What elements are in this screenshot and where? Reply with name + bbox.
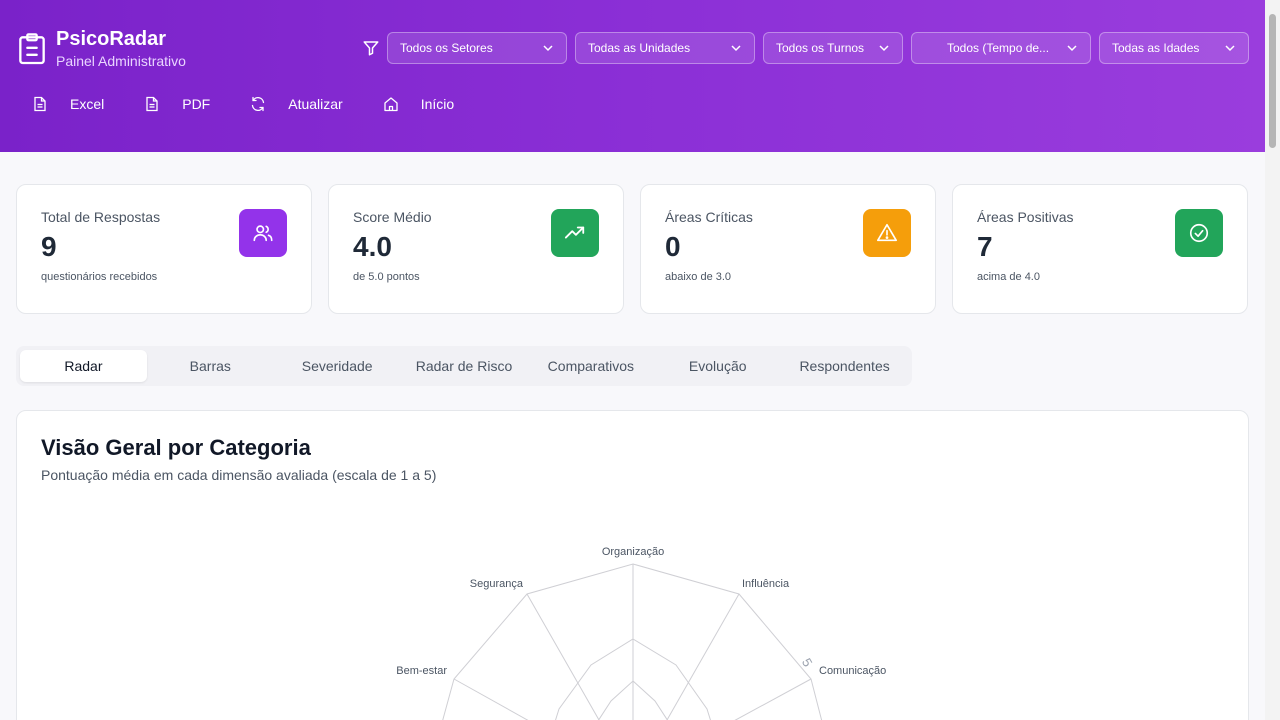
refresh-label: Atualizar [288,96,343,112]
panel-title: Visão Geral por Categoria [41,435,311,460]
check-circle-icon [1175,209,1223,257]
refresh-button[interactable]: Atualizar [250,96,343,112]
tab-comparativos[interactable]: Comparativos [547,358,635,374]
radar-tick-label: 5 [799,656,816,670]
radar-axis-label-comunicacao: Comunicação [819,665,886,677]
warning-icon [863,209,911,257]
radar-chart: Organização Influência Comunicação Bem-e… [396,546,886,720]
stat-card-critical-areas: Áreas Críticas 0 abaixo de 3.0 [640,184,936,314]
header: PsicoRadar Painel Administrativo Todos o… [0,0,1265,152]
file-text-icon [146,96,158,112]
stat-value: 4.0 [353,231,392,262]
tenure-filter-value: Todos (Tempo de... [947,41,1050,55]
users-icon [239,209,287,257]
stat-note: acima de 4.0 [977,271,1040,283]
panel-subtitle: Pontuação média em cada dimensão avaliad… [41,467,437,483]
age-filter-select[interactable]: Todas as Idades [1099,32,1249,64]
radar-panel: Visão Geral por Categoria Pontuação médi… [16,410,1249,720]
trending-up-icon [551,209,599,257]
tenure-filter-select[interactable]: Todos (Tempo de... [911,32,1091,64]
stat-label: Score Médio [353,209,432,225]
tab-radar[interactable]: Radar [20,350,147,382]
radar-grid-inner [598,680,668,720]
sector-filter-value: Todos os Setores [400,41,493,55]
tab-severidade[interactable]: Severidade [301,358,373,374]
stat-card-average-score: Score Médio 4.0 de 5.0 pontos [328,184,624,314]
age-filter-value: Todas as Idades [1112,41,1200,55]
stat-note: de 5.0 pontos [353,271,420,283]
brand: PsicoRadar Painel Administrativo [18,28,186,69]
app-title: PsicoRadar [56,28,167,50]
stat-label: Áreas Positivas [977,209,1074,225]
refresh-icon [252,96,265,112]
radar-axis-label-bem-estar: Bem-estar [396,665,447,677]
home-label: Início [420,96,455,112]
radar-spoke [526,593,600,720]
page-scrollbar[interactable] [1265,0,1280,720]
stat-label: Total de Respostas [41,209,161,225]
home-button[interactable]: Início [383,96,454,112]
filter-icon [363,41,379,56]
shift-filter-value: Todos os Turnos [776,41,865,55]
clipboard-icon [19,33,45,65]
tab-list: Radar Barras Severidade Radar de Risco C… [16,346,912,386]
chevron-down-icon [1225,45,1235,52]
stat-value: 9 [41,231,57,262]
pdf-button[interactable]: PDF [144,96,210,112]
radar-axis-label-seguranca: Segurança [470,578,524,590]
stat-label: Áreas Críticas [665,209,753,225]
chevron-down-icon [731,45,741,52]
stat-card-total-responses: Total de Respostas 9 questionários receb… [16,184,312,314]
stat-note: abaixo de 3.0 [665,271,732,283]
unit-filter-value: Todas as Unidades [588,41,691,55]
file-spreadsheet-icon [34,96,46,112]
scrollbar-thumb[interactable] [1269,14,1276,148]
stat-note: questionários recebidos [41,271,158,283]
pdf-label: PDF [182,96,211,112]
tab-radar-de-risco[interactable]: Radar de Risco [415,358,513,374]
excel-label: Excel [70,96,105,112]
tab-evolucao[interactable]: Evolução [688,358,747,374]
home-icon [384,97,398,112]
chevron-down-icon [1067,45,1077,52]
stat-value: 0 [665,231,681,262]
radar-grid-outer [442,563,823,720]
excel-button[interactable]: Excel [32,96,104,112]
tab-barras[interactable]: Barras [189,358,231,374]
sector-filter-select[interactable]: Todos os Setores [387,32,567,64]
stat-card-positive-areas: Áreas Positivas 7 acima de 4.0 [952,184,1248,314]
chevron-down-icon [879,45,889,52]
stat-value: 7 [977,231,993,262]
chevron-down-icon [543,45,553,52]
radar-spoke [666,593,740,720]
tab-respondentes[interactable]: Respondentes [799,358,890,374]
radar-axis-label-influencia: Influência [742,578,790,590]
unit-filter-select[interactable]: Todas as Unidades [575,32,755,64]
app-subtitle: Painel Administrativo [56,53,186,69]
radar-axis-label-organizacao: Organização [602,546,664,558]
toolbar: Excel PDF Atualizar Início [32,96,494,112]
radar-spoke [734,678,812,720]
radar-spoke [453,678,529,720]
shift-filter-select[interactable]: Todos os Turnos [763,32,903,64]
stats-cards: Total de Respostas 9 questionários receb… [16,184,1248,314]
radar-grid-mid [555,638,711,720]
